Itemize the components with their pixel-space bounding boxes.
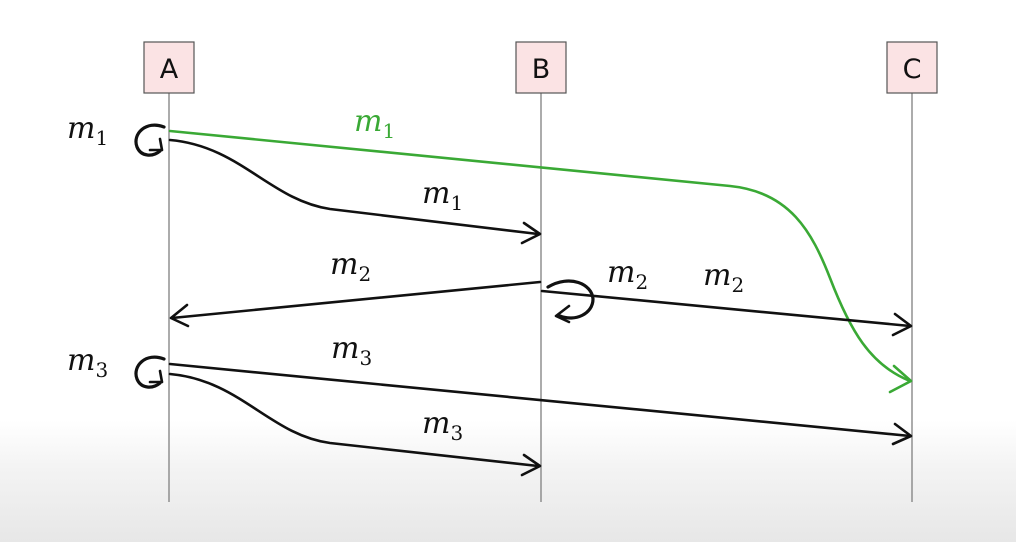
self-delivery-label: m1 [67, 111, 108, 150]
message-label: m1 [422, 176, 463, 215]
process-A: A [143, 41, 195, 94]
process-C: C [886, 41, 938, 94]
message-m3-A-to-C [168, 362, 913, 446]
self-delivery-loop-icon [546, 279, 595, 320]
message-m1-A-to-C [168, 129, 913, 394]
process-A-label: A [160, 54, 179, 85]
self-delivery-loop-icon [134, 123, 166, 157]
message-label: m2 [330, 247, 371, 286]
process-B: B [515, 41, 567, 94]
message-m2-B-to-C [540, 289, 913, 337]
message-m1-A-to-B [168, 138, 542, 245]
message-m3-A-to-B [168, 372, 542, 477]
message-label: m2 [703, 258, 744, 297]
self-delivery-loop-icon [134, 355, 166, 389]
message-m2-B-to-A [169, 280, 542, 328]
self-delivery-label: m3 [67, 343, 108, 382]
process-B-label: B [532, 54, 551, 85]
message-label: m1 [354, 104, 395, 143]
self-delivery-arrowhead-icon [148, 369, 164, 384]
process-C-label: C [903, 54, 922, 85]
self-delivery-arrowhead-icon [148, 137, 164, 152]
self-delivery-arrowhead-icon [554, 304, 571, 324]
broadcast-label: m2 [607, 255, 648, 294]
message-label: m3 [422, 406, 463, 445]
message-label: m3 [331, 331, 372, 370]
